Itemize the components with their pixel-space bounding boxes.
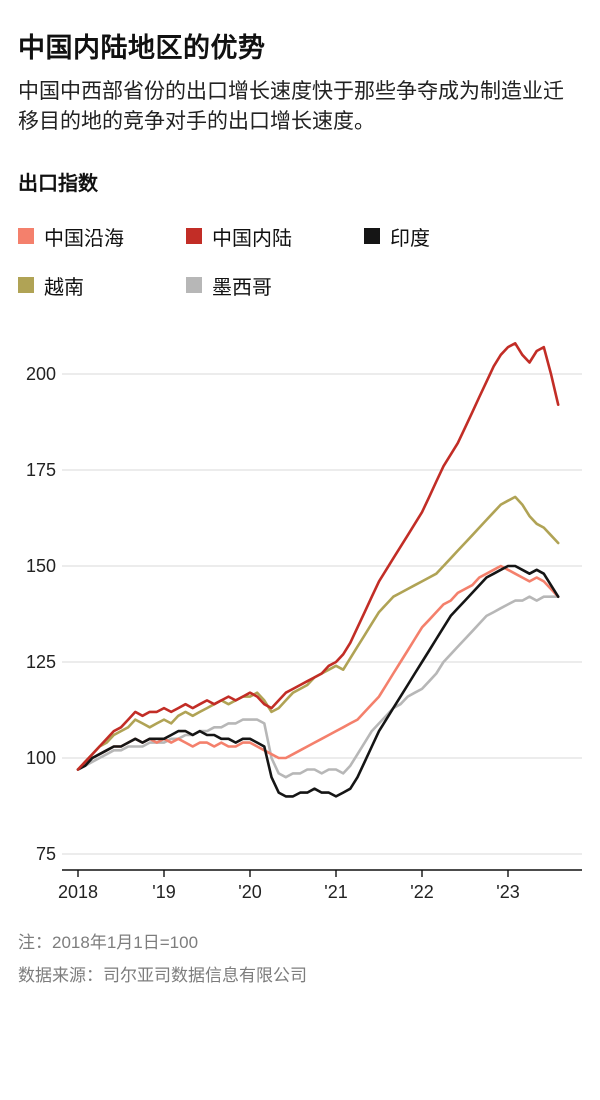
legend-swatch-mexico — [186, 277, 202, 294]
chart-series-axis-title: 出口指数 — [18, 172, 98, 195]
legend-swatch-india — [364, 228, 380, 245]
svg-text:'23: '23 — [496, 882, 519, 902]
legend-label-vietnam: 越南 — [44, 276, 84, 299]
legend-label-india: 印度 — [390, 227, 430, 250]
legend-item-china-coastal: 中国沿海 — [18, 222, 186, 251]
svg-text:75: 75 — [36, 844, 56, 864]
svg-text:200: 200 — [26, 364, 56, 384]
legend-item-mexico: 墨西哥 — [186, 271, 364, 300]
svg-text:'20: '20 — [238, 882, 261, 902]
chart-card: 中国内陆地区的优势 中国中西部省份的出口增长速度快于那些争夺成为制造业迁移目的地… — [18, 33, 582, 989]
svg-text:'21: '21 — [324, 882, 347, 902]
chart-footnotes: 注：2018年1月1日=100 数据来源：司尔亚司数据信息有限公司 — [18, 931, 582, 989]
legend-label-china-inland: 中国内陆 — [212, 227, 292, 250]
svg-text:150: 150 — [26, 556, 56, 576]
legend-swatch-vietnam — [18, 277, 34, 294]
legend-item-china-inland: 中国内陆 — [186, 222, 364, 251]
svg-text:2018: 2018 — [58, 882, 98, 902]
export-index-line-chart: 75 100 125 150 175 200 2018 '19 '20 '21 '22 '23 — [26, 341, 582, 902]
legend-item-vietnam: 越南 — [18, 271, 186, 300]
index-base-note: 注：2018年1月1日=100 — [18, 932, 199, 952]
legend-label-mexico: 墨西哥 — [212, 276, 272, 299]
legend-swatch-china-inland — [186, 228, 202, 245]
svg-text:'22: '22 — [410, 882, 433, 902]
chart-legend: 中国沿海 中国内陆 印度 越南 墨西哥 — [18, 222, 582, 300]
chart-area: 75 100 125 150 175 200 2018 '19 '20 '21 '22 '23 — [18, 334, 582, 917]
chart-subtitle: 中国中西部省份的出口增长速度快于那些争夺成为制造业迁移目的地的竞争对手的出口增长… — [18, 80, 564, 133]
svg-text:125: 125 — [26, 652, 56, 672]
svg-text:100: 100 — [26, 748, 56, 768]
data-source-note: 数据来源：司尔亚司数据信息有限公司 — [18, 966, 307, 986]
page-title: 中国内陆地区的优势 — [18, 33, 266, 63]
svg-text:175: 175 — [26, 460, 56, 480]
legend-swatch-china-coastal — [18, 228, 34, 245]
legend-item-india: 印度 — [364, 222, 582, 251]
legend-label-china-coastal: 中国沿海 — [44, 227, 124, 250]
svg-text:'19: '19 — [152, 882, 175, 902]
